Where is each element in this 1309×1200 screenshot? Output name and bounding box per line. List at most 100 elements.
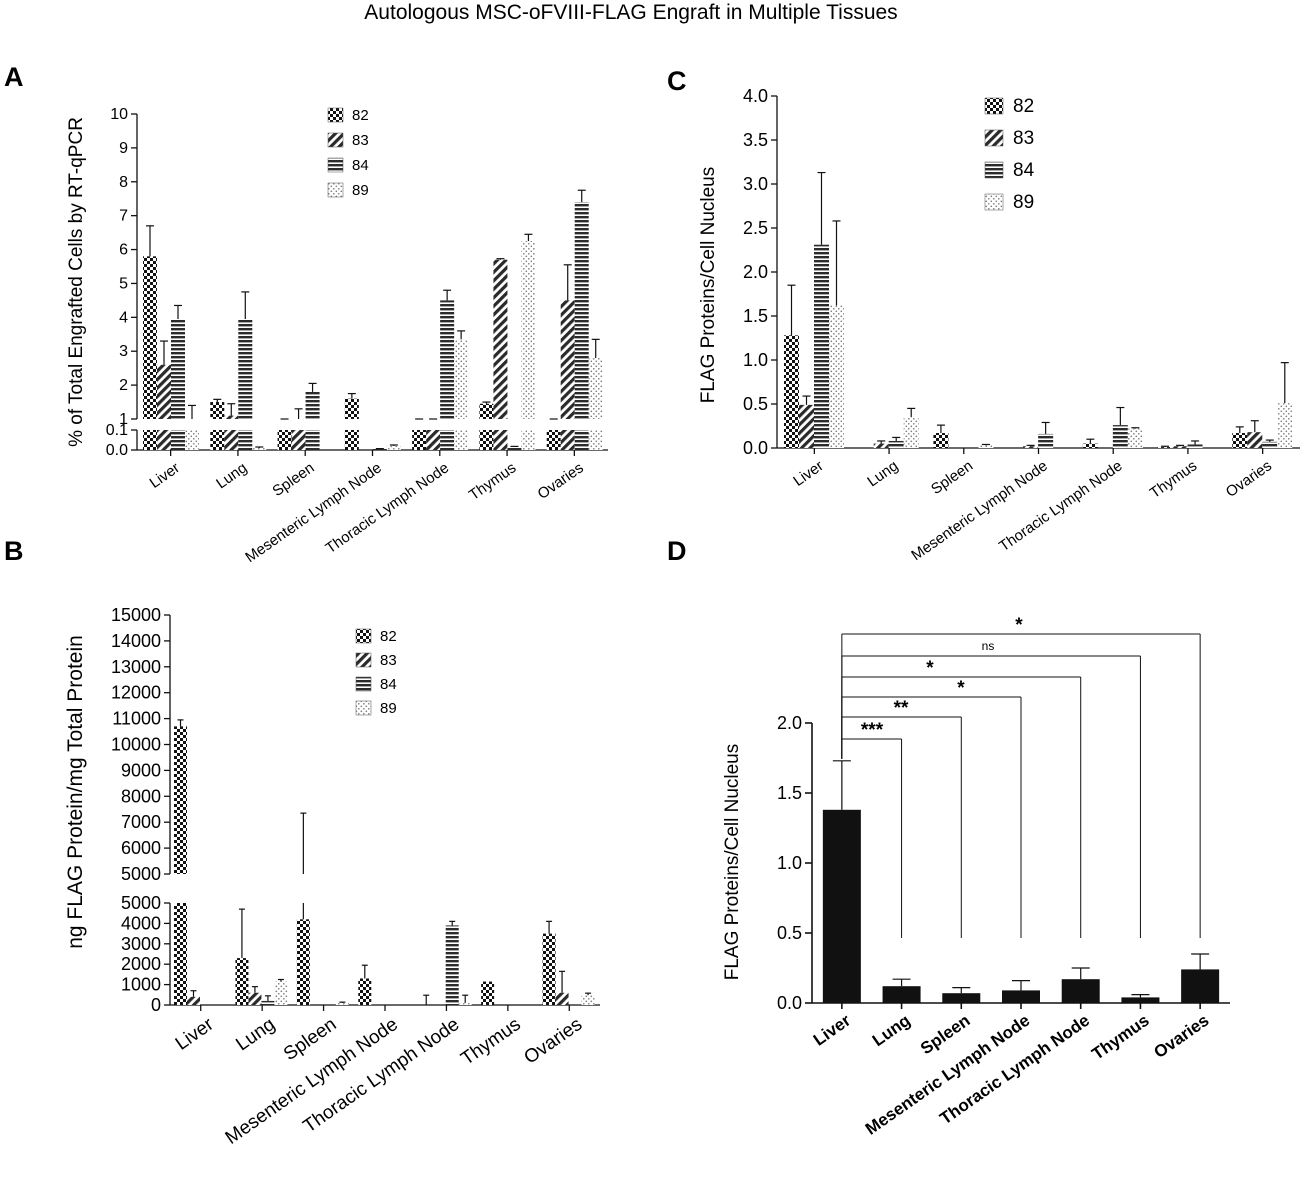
bar-c-liver-82 [784,335,799,448]
x-tick-label-a-ovaries: Ovaries [535,459,587,503]
y-tick-label: 1.0 [743,350,768,370]
bar-b-liver-82-lower [174,903,187,1005]
y-tick-label: 0.0 [106,442,128,459]
bar-a-liver-82 [143,256,157,419]
x-tick-label-a-thoracic-lymph-node: Thoracic Lymph Node [323,459,453,557]
bar-a-liver-83 [157,364,171,419]
y-tick-label: 3000 [121,934,161,954]
bar-a-lung-82-lower [210,430,225,450]
x-tick-label-d-lung: Lung [869,1011,914,1050]
y-tick-label: 11000 [112,709,161,729]
bar-b-lung-84 [261,1000,275,1005]
y-tick-label: 3.0 [743,174,768,194]
y-tick-label: 15000 [111,605,161,625]
bar-a-liver-84-lower [171,430,185,450]
y-tick-label: 4000 [121,913,161,933]
y-tick-label: 5000 [121,864,161,884]
bar-c-thymus-84 [1187,444,1203,448]
legend-swatch-b-82 [355,628,372,644]
bar-a-thymus-82 [479,403,494,419]
bar-d-ovaries [1181,969,1220,1003]
bar-c-liver-89 [829,305,844,448]
bar-a-lung-84 [238,319,253,419]
bar-a-ovaries-89 [588,358,603,419]
bar-c-thoracic-lymph-node-89 [1127,428,1143,448]
bar-c-lung-89 [903,417,919,448]
bar-a-thymus-89-lower [521,430,536,450]
y-axis-label-b: ng FLAG Protein/mg Total Protein [64,635,87,949]
x-tick-label-d-thymus: Thymus [1088,1011,1152,1064]
x-tick-label-b-liver: Liver [172,1014,218,1055]
y-tick-label: 6 [119,242,128,259]
legend-label-c-84: 84 [1013,160,1035,181]
bar-c-ovaries-84 [1262,441,1278,448]
bar-c-liver-83 [799,404,814,448]
significance-label-6: * [1015,615,1023,636]
bar-b-lung-89 [274,981,288,1005]
bar-a-lung-83-lower [224,430,239,450]
y-axis-label-c: FLAG Proteins/Cell Nucleus [698,167,719,404]
bar-b-spleen-82 [296,919,310,1005]
bar-a-thoracic-lymph-node-84 [440,300,455,419]
x-tick-label-d-ovaries: Ovaries [1150,1011,1212,1062]
legend-swatch-c-89 [984,193,1004,211]
bar-b-spleen-89 [335,1002,349,1005]
y-tick-label: 1.5 [777,783,802,803]
y-tick-label: 3 [119,343,128,360]
legend-swatch-a-82 [327,107,344,123]
panel-b-chart: 5000 6000 7000 8000 9000 10000 11000 12000 13000… [64,605,600,1149]
bar-a-lung-89 [252,448,267,450]
legend-swatch-c-83 [984,129,1004,147]
legend-swatch-c-82 [984,97,1004,115]
panel-c-chart: 0.0 0.5 1.0 1.5 2.0 2.5 3.0 3.5 4.0 Liver Lung Sple… [698,86,1300,564]
bar-a-ovaries-82-lower [546,430,561,450]
significance-label-2: ** [894,698,909,719]
x-tick-label-c-ovaries: Ovaries [1223,457,1275,501]
y-tick-label: 4 [119,309,128,326]
bar-a-thoracic-lymph-node-89-lower [454,430,469,450]
legend-label-b-84: 84 [380,676,397,693]
bar-c-mesenteric-lymph-node-84 [1038,433,1054,448]
y-tick-label: 13000 [111,657,161,677]
bar-c-spleen-82 [933,433,949,448]
x-tick-label-b-thymus: Thymus [457,1014,524,1070]
bar-a-mesenteric-lymph-node-82-lower [344,430,359,450]
y-tick-label: 6000 [121,838,161,858]
legend-label-c-82: 82 [1013,96,1034,117]
legend-label-a-89: 89 [352,182,369,199]
bar-a-liver-89-lower [185,430,199,450]
bar-a-ovaries-83-lower [560,430,575,450]
bar-a-ovaries-83 [560,300,575,419]
legend-label-b-82: 82 [380,628,397,645]
bar-c-ovaries-89 [1277,403,1293,448]
x-tick-label-a-lung: Lung [213,459,250,492]
bar-b-liver-83 [187,996,200,1005]
y-tick-label: 7000 [121,812,161,832]
x-tick-label-a-liver: Liver [147,459,183,492]
bar-d-mesenteric-lymph-node [1002,990,1040,1003]
bar-c-thoracic-lymph-node-82 [1082,443,1098,448]
bar-c-thoracic-lymph-node-84 [1112,425,1128,448]
bar-a-thymus-89 [521,241,536,419]
y-tick-label: 12000 [111,683,161,703]
bar-a-mesenteric-lymph-node-89 [386,446,401,450]
bar-c-lung-83 [873,443,889,448]
x-tick-label-c-thoracic-lymph-node: Thoracic Lymph Node [996,457,1126,555]
x-tick-label-c-spleen: Spleen [928,457,976,498]
y-tick-label: 10 [110,106,128,123]
x-tick-label-d-liver: Liver [810,1010,854,1049]
y-tick-label: 0.5 [777,923,802,943]
bar-b-thoracic-lymph-node-84 [445,925,459,1005]
bar-b-liver-82 [174,726,187,874]
bar-a-liver-82-lower [143,430,157,450]
legend-label-a-82: 82 [352,107,369,124]
bar-b-lung-82 [235,958,249,1005]
figure-title: Autologous MSC-oFVIII-FLAG Engraft in Mu… [364,1,897,24]
y-tick-label: 1 [119,411,128,428]
y-tick-label: 0.5 [743,394,768,414]
bar-c-thymus-83 [1172,446,1188,448]
legend-swatch-c-84 [984,161,1004,179]
legend-swatch-a-84 [327,157,344,173]
y-tick-label: 1.0 [777,853,802,873]
bar-b-ovaries-82 [542,933,556,1005]
